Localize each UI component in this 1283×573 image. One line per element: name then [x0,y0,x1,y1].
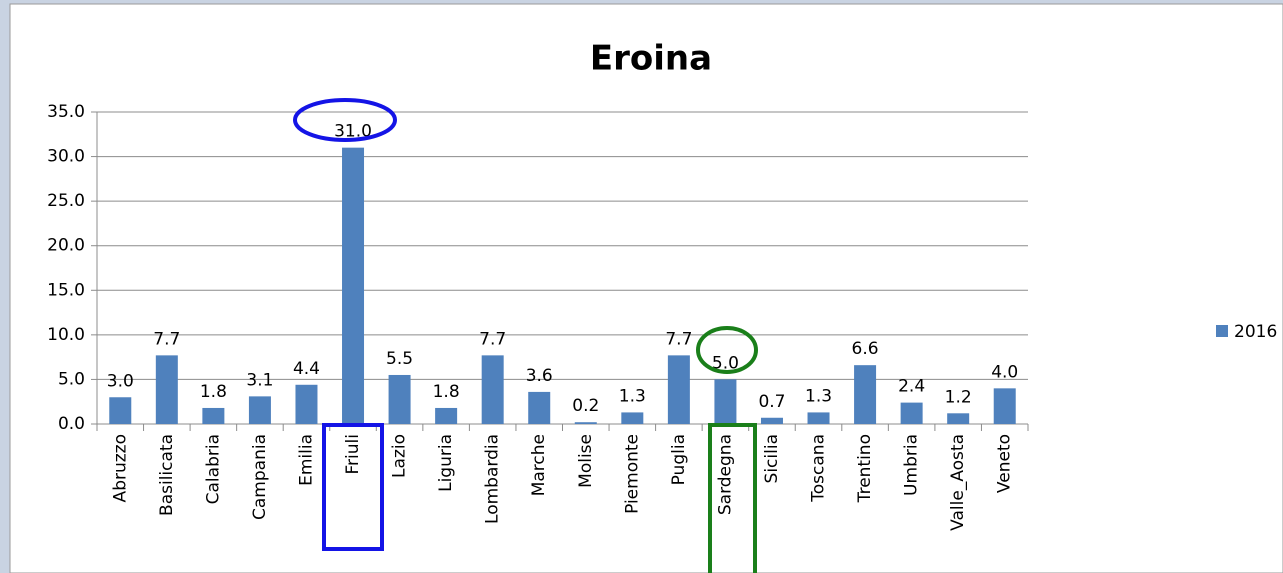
x-tick-label: Calabria [203,434,223,504]
y-tick-label: 35.0 [47,102,85,122]
highlight-ellipse [293,98,397,142]
x-tick-label: Liguria [436,434,456,492]
data-label: 1.8 [433,382,460,402]
data-label: 7.7 [153,329,180,349]
chart-title: Eroina [590,39,712,79]
data-label: 1.8 [200,382,227,402]
bar [993,388,1016,424]
x-tick-label: Friuli [343,434,363,474]
bar [947,413,970,424]
x-tick-label: Valle_Aosta [948,434,968,531]
data-label: 5.5 [386,349,413,369]
data-label: 7.7 [665,329,692,349]
bar [342,147,365,424]
data-label: 3.0 [107,371,134,391]
chart-background [9,3,1283,573]
x-tick-label: Sardegna [715,434,735,515]
data-label: 4.0 [991,362,1018,382]
data-label: 1.2 [945,387,972,407]
highlight-ellipse [696,326,758,374]
x-tick-label: Molise [576,434,596,488]
bar [574,422,597,424]
bar [621,412,644,424]
bar [248,396,271,424]
y-tick-label: 0.0 [58,414,85,434]
x-tick-label: Basilicata [157,434,177,516]
x-tick-label: Emilia [296,434,316,486]
x-tick-label: Veneto [995,434,1015,493]
x-tick-label: Umbria [902,434,922,496]
x-tick-label: Sicilia [762,434,782,483]
data-label: 7.7 [479,329,506,349]
data-label: 4.4 [293,359,320,379]
legend-label: 2016 in % [1234,322,1283,342]
data-label: 0.2 [572,396,599,416]
y-tick-label: 30.0 [47,147,85,167]
y-tick-label: 20.0 [47,236,85,256]
data-label: 1.3 [805,386,832,406]
bar [155,355,178,424]
bar [900,402,923,424]
data-label: 6.6 [852,339,879,359]
data-label: 0.7 [758,392,785,412]
x-tick-label: Lazio [390,434,410,478]
x-tick-label: Toscana [809,434,829,503]
y-tick-label: 15.0 [47,280,85,300]
x-tick-label: Trentino [855,434,875,503]
bar [295,384,318,424]
y-tick-label: 25.0 [47,191,85,211]
bar [807,412,830,424]
bar [760,417,783,424]
data-label: 2.4 [898,377,925,397]
x-tick-label: Marche [529,434,549,496]
highlight-box [322,423,384,551]
bar [714,379,737,424]
highlight-box [708,423,757,573]
y-tick-label: 5.0 [58,369,85,389]
data-label: 3.6 [526,366,553,386]
x-tick-label: Abruzzo [110,434,130,502]
data-label: 3.1 [246,370,273,390]
data-label: 5.0 [712,353,739,373]
legend-swatch [1216,325,1228,337]
bar [435,407,458,424]
x-tick-label: Puglia [669,434,689,485]
x-tick-label: Lombardia [483,434,503,524]
bar [202,407,225,424]
bar [667,355,690,424]
bar [528,391,551,424]
y-tick-label: 10.0 [47,325,85,345]
bar [854,365,877,424]
bar [109,397,132,424]
x-tick-label: Piemonte [622,434,642,514]
data-label: 31.0 [334,122,372,142]
x-tick-label: Campania [250,434,270,520]
bar [388,374,411,424]
bar [481,355,504,424]
data-label: 1.3 [619,386,646,406]
